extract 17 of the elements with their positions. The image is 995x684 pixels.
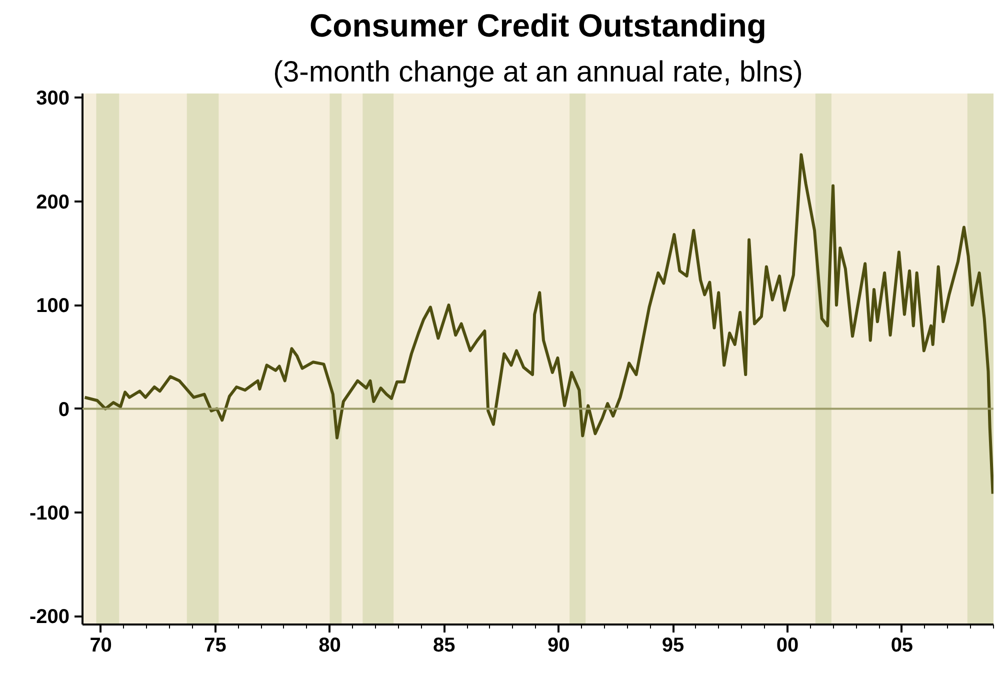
x-tick-label: 85 [433, 634, 456, 656]
x-tick-label: 05 [890, 634, 914, 656]
y-tick-label: 300 [36, 88, 70, 110]
y-tick-label: -200 [29, 606, 70, 628]
y-tick-label: 200 [36, 191, 70, 214]
y-tick-label: 100 [36, 295, 70, 318]
x-tick-label: 00 [776, 634, 799, 656]
y-tick-label: 0 [58, 398, 70, 421]
chart-subtitle: (3-month change at an annual rate, blns) [273, 56, 803, 88]
x-tick-label: 90 [547, 634, 570, 656]
y-tick-label: -100 [29, 502, 70, 524]
line-series [83, 153, 994, 496]
x-tick-label: 70 [90, 634, 112, 656]
x-tick-label: 80 [318, 634, 341, 656]
chart-title: Consumer Credit Outstanding [310, 8, 766, 44]
x-tick-label: 75 [204, 634, 226, 656]
x-tick-label: 95 [662, 634, 684, 656]
